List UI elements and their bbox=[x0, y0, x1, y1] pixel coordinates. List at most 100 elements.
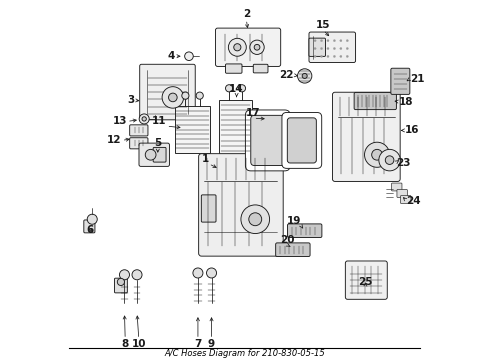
Circle shape bbox=[87, 214, 97, 224]
Circle shape bbox=[142, 117, 146, 121]
Circle shape bbox=[184, 52, 193, 60]
FancyBboxPatch shape bbox=[275, 243, 309, 256]
Circle shape bbox=[346, 40, 347, 42]
Text: 14: 14 bbox=[229, 84, 244, 94]
FancyBboxPatch shape bbox=[308, 32, 355, 63]
Text: 23: 23 bbox=[395, 158, 409, 168]
FancyBboxPatch shape bbox=[140, 64, 195, 120]
Bar bbox=[219, 100, 251, 156]
Circle shape bbox=[378, 149, 400, 171]
Text: 9: 9 bbox=[207, 339, 215, 349]
Circle shape bbox=[233, 44, 241, 51]
Circle shape bbox=[192, 268, 203, 278]
Circle shape bbox=[326, 48, 328, 50]
Text: 21: 21 bbox=[409, 74, 424, 84]
FancyBboxPatch shape bbox=[287, 118, 316, 163]
Circle shape bbox=[326, 40, 328, 42]
Circle shape bbox=[168, 93, 177, 102]
Text: 17: 17 bbox=[245, 108, 260, 118]
Circle shape bbox=[182, 92, 188, 99]
FancyBboxPatch shape bbox=[225, 64, 242, 73]
Circle shape bbox=[117, 278, 124, 285]
Circle shape bbox=[371, 149, 382, 160]
FancyBboxPatch shape bbox=[390, 68, 409, 94]
Circle shape bbox=[145, 149, 156, 160]
Circle shape bbox=[313, 55, 316, 58]
FancyBboxPatch shape bbox=[287, 224, 321, 238]
FancyBboxPatch shape bbox=[129, 138, 148, 149]
FancyBboxPatch shape bbox=[114, 278, 127, 293]
Text: 6: 6 bbox=[86, 225, 93, 235]
Circle shape bbox=[196, 92, 203, 99]
Text: 12: 12 bbox=[107, 135, 122, 145]
Text: 1: 1 bbox=[201, 154, 208, 164]
FancyBboxPatch shape bbox=[253, 64, 267, 73]
Circle shape bbox=[326, 55, 328, 58]
Circle shape bbox=[297, 69, 311, 83]
Text: 15: 15 bbox=[315, 20, 330, 30]
Text: 20: 20 bbox=[280, 235, 294, 245]
Circle shape bbox=[206, 268, 216, 278]
Circle shape bbox=[132, 270, 142, 280]
Text: 4: 4 bbox=[167, 51, 174, 61]
Text: 7: 7 bbox=[194, 339, 201, 349]
FancyBboxPatch shape bbox=[396, 189, 407, 197]
Text: 11: 11 bbox=[152, 116, 166, 126]
FancyBboxPatch shape bbox=[153, 147, 166, 162]
Bar bbox=[174, 107, 210, 153]
Circle shape bbox=[238, 85, 245, 92]
Circle shape bbox=[320, 55, 322, 58]
Text: 19: 19 bbox=[286, 216, 301, 226]
FancyBboxPatch shape bbox=[391, 183, 401, 191]
Circle shape bbox=[320, 48, 322, 50]
Circle shape bbox=[346, 48, 347, 50]
FancyBboxPatch shape bbox=[308, 38, 325, 57]
Circle shape bbox=[313, 40, 316, 42]
Circle shape bbox=[333, 48, 335, 50]
Circle shape bbox=[333, 55, 335, 58]
Circle shape bbox=[248, 213, 261, 226]
FancyBboxPatch shape bbox=[345, 261, 386, 299]
Circle shape bbox=[333, 40, 335, 42]
Circle shape bbox=[249, 40, 264, 54]
Circle shape bbox=[385, 156, 393, 165]
Circle shape bbox=[339, 40, 341, 42]
Circle shape bbox=[162, 87, 183, 108]
FancyBboxPatch shape bbox=[282, 112, 321, 168]
FancyBboxPatch shape bbox=[353, 93, 396, 109]
Circle shape bbox=[119, 270, 129, 280]
FancyBboxPatch shape bbox=[250, 115, 284, 166]
Circle shape bbox=[346, 55, 347, 58]
Text: 16: 16 bbox=[404, 125, 419, 135]
FancyBboxPatch shape bbox=[198, 154, 283, 256]
Circle shape bbox=[364, 142, 389, 167]
Text: 5: 5 bbox=[154, 138, 161, 148]
FancyBboxPatch shape bbox=[139, 143, 169, 166]
Circle shape bbox=[225, 85, 232, 92]
Text: A/C Hoses Diagram for 210-830-05-15: A/C Hoses Diagram for 210-830-05-15 bbox=[164, 349, 324, 358]
Circle shape bbox=[139, 114, 149, 124]
Circle shape bbox=[228, 38, 246, 56]
Circle shape bbox=[254, 44, 260, 50]
Text: 2: 2 bbox=[242, 9, 249, 19]
Circle shape bbox=[241, 205, 269, 234]
Text: 24: 24 bbox=[406, 195, 420, 206]
Text: 18: 18 bbox=[399, 97, 413, 107]
FancyBboxPatch shape bbox=[215, 28, 280, 67]
FancyBboxPatch shape bbox=[83, 220, 95, 233]
Text: 25: 25 bbox=[357, 277, 372, 287]
FancyBboxPatch shape bbox=[400, 195, 410, 203]
Text: 10: 10 bbox=[131, 339, 146, 349]
Circle shape bbox=[320, 40, 322, 42]
FancyBboxPatch shape bbox=[332, 92, 399, 181]
Circle shape bbox=[339, 48, 341, 50]
Circle shape bbox=[302, 73, 306, 78]
Text: 13: 13 bbox=[112, 116, 127, 126]
FancyBboxPatch shape bbox=[201, 195, 216, 222]
Text: 22: 22 bbox=[279, 70, 293, 80]
Text: 8: 8 bbox=[122, 339, 128, 349]
FancyBboxPatch shape bbox=[245, 110, 289, 171]
Circle shape bbox=[339, 55, 341, 58]
Text: 3: 3 bbox=[127, 95, 134, 105]
FancyBboxPatch shape bbox=[129, 125, 148, 136]
